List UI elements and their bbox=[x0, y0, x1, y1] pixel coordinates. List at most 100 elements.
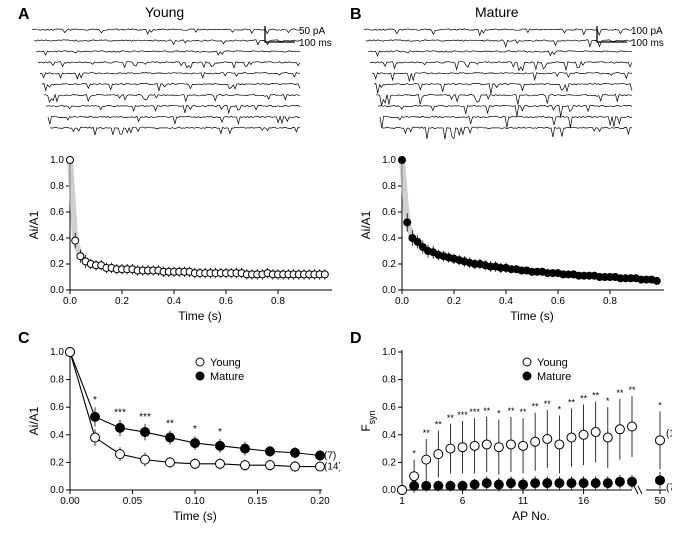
svg-text:**: ** bbox=[568, 398, 576, 408]
svg-text:0.0: 0.0 bbox=[50, 485, 64, 496]
svg-text:Young: Young bbox=[210, 357, 241, 369]
svg-text:**: ** bbox=[532, 402, 540, 412]
svg-text:*: * bbox=[218, 427, 222, 438]
svg-text:0.0: 0.0 bbox=[382, 285, 396, 296]
scalebar-mature: 100 pA100 ms bbox=[587, 22, 676, 62]
svg-text:0.10: 0.10 bbox=[185, 496, 205, 507]
svg-text:Young: Young bbox=[537, 357, 568, 369]
svg-text:0.2: 0.2 bbox=[382, 457, 396, 468]
col-title-mature: Mature bbox=[475, 4, 519, 20]
svg-text:***: *** bbox=[457, 410, 468, 420]
svg-text:*: * bbox=[606, 396, 610, 406]
svg-text:**: ** bbox=[507, 406, 515, 416]
svg-text:0.8: 0.8 bbox=[50, 375, 64, 386]
chart-C: 0.0 0.2 0.4 0.6 0.8 1.0 0.00 0.05 0.10 0.15 0.20 Ti… bbox=[20, 340, 340, 530]
svg-text:50: 50 bbox=[654, 496, 666, 507]
svg-text:*: * bbox=[497, 409, 501, 419]
svg-text:0.05: 0.05 bbox=[123, 496, 143, 507]
svg-text:100 pA: 100 pA bbox=[631, 26, 663, 37]
svg-text:Mature: Mature bbox=[210, 371, 244, 383]
svg-text:**: ** bbox=[447, 413, 455, 423]
svg-text:0.20: 0.20 bbox=[310, 496, 330, 507]
svg-text:*: * bbox=[658, 400, 662, 410]
svg-text:1.0: 1.0 bbox=[382, 155, 396, 166]
svg-text:0.8: 0.8 bbox=[382, 375, 396, 386]
svg-text:11: 11 bbox=[518, 496, 529, 507]
panel-label-A: A bbox=[18, 6, 30, 24]
svg-text:0.0: 0.0 bbox=[395, 296, 409, 307]
svg-text:***: *** bbox=[469, 407, 480, 417]
svg-text:***: *** bbox=[114, 408, 126, 419]
svg-text:0.15: 0.15 bbox=[248, 496, 268, 507]
svg-text:**: ** bbox=[166, 419, 174, 430]
svg-text:***: *** bbox=[139, 412, 151, 423]
svg-text:AP No.: AP No. bbox=[512, 509, 550, 523]
svg-text:0.00: 0.00 bbox=[60, 496, 80, 507]
svg-text:0.6: 0.6 bbox=[382, 402, 396, 413]
svg-text:0.6: 0.6 bbox=[219, 296, 233, 307]
svg-text:Ai/A1: Ai/A1 bbox=[27, 406, 41, 435]
svg-text:**: ** bbox=[520, 407, 528, 417]
svg-text:**: ** bbox=[423, 428, 431, 438]
svg-text:1.0: 1.0 bbox=[50, 155, 64, 166]
svg-text:0.2: 0.2 bbox=[382, 259, 396, 270]
svg-text:0.4: 0.4 bbox=[50, 233, 64, 244]
svg-text:Fsyn: Fsyn bbox=[359, 410, 377, 431]
svg-text:0.0: 0.0 bbox=[50, 285, 64, 296]
svg-text:100 ms: 100 ms bbox=[299, 38, 332, 49]
svg-text:100 ms: 100 ms bbox=[631, 38, 664, 49]
svg-text:**: ** bbox=[628, 385, 636, 395]
chart-A-train: 0.0 0.2 0.4 0.6 0.8 1.0 0.0 0.2 0.4 0.6 0.8 Time (s… bbox=[20, 150, 340, 330]
svg-text:0.2: 0.2 bbox=[50, 259, 64, 270]
svg-text:0.4: 0.4 bbox=[167, 296, 181, 307]
svg-text:**: ** bbox=[616, 388, 624, 398]
svg-text:50 pA: 50 pA bbox=[299, 26, 325, 37]
svg-text:0.6: 0.6 bbox=[50, 402, 64, 413]
svg-text:0.4: 0.4 bbox=[499, 296, 513, 307]
svg-text:0.8: 0.8 bbox=[271, 296, 285, 307]
svg-text:Ai/A1: Ai/A1 bbox=[27, 210, 41, 239]
svg-text:0.6: 0.6 bbox=[382, 207, 396, 218]
svg-text:*: * bbox=[193, 424, 197, 435]
svg-text:(14): (14) bbox=[324, 462, 340, 473]
svg-text:Time (s): Time (s) bbox=[173, 509, 217, 523]
svg-text:0.2: 0.2 bbox=[115, 296, 129, 307]
svg-text:(14): (14) bbox=[666, 428, 672, 439]
svg-text:0.8: 0.8 bbox=[50, 181, 64, 192]
svg-text:0.2: 0.2 bbox=[50, 457, 64, 468]
svg-text:0.0: 0.0 bbox=[63, 296, 77, 307]
svg-text:Time (s): Time (s) bbox=[178, 309, 222, 323]
svg-text:(7): (7) bbox=[666, 482, 672, 493]
svg-text:0.8: 0.8 bbox=[603, 296, 617, 307]
svg-text:Ai/A1: Ai/A1 bbox=[359, 210, 373, 239]
scalebar-young: 50 pA100 ms bbox=[255, 22, 345, 62]
svg-text:Time (s): Time (s) bbox=[510, 309, 554, 323]
svg-text:**: ** bbox=[544, 399, 552, 409]
panel-label-B: B bbox=[350, 6, 362, 24]
svg-text:0.6: 0.6 bbox=[50, 207, 64, 218]
chart-B-train: 0.0 0.2 0.4 0.6 0.8 1.0 0.0 0.2 0.4 0.6 0.8 Time (s… bbox=[352, 150, 672, 330]
svg-text:1.0: 1.0 bbox=[50, 347, 64, 358]
svg-text:(7): (7) bbox=[324, 451, 336, 462]
svg-text:**: ** bbox=[592, 391, 600, 401]
svg-text:0.6: 0.6 bbox=[551, 296, 565, 307]
svg-text:*: * bbox=[558, 404, 562, 414]
svg-text:0.8: 0.8 bbox=[382, 181, 396, 192]
svg-text:Mature: Mature bbox=[537, 371, 571, 383]
col-title-young: Young bbox=[145, 4, 184, 20]
svg-text:*: * bbox=[93, 395, 97, 406]
svg-text:**: ** bbox=[580, 393, 588, 403]
svg-text:0.2: 0.2 bbox=[447, 296, 461, 307]
svg-text:*: * bbox=[412, 449, 416, 459]
svg-text:**: ** bbox=[483, 406, 491, 416]
svg-text:0.0: 0.0 bbox=[382, 485, 396, 496]
svg-text:0.4: 0.4 bbox=[382, 233, 396, 244]
svg-text:6: 6 bbox=[460, 496, 466, 507]
svg-text:0.4: 0.4 bbox=[382, 430, 396, 441]
svg-text:**: ** bbox=[435, 420, 443, 430]
chart-D: 0.00.20.40.60.81.016111650AP No.Fsyn****… bbox=[352, 340, 672, 530]
svg-text:0.4: 0.4 bbox=[50, 430, 64, 441]
svg-text:16: 16 bbox=[578, 496, 590, 507]
svg-text:1: 1 bbox=[399, 496, 405, 507]
svg-text:1.0: 1.0 bbox=[382, 347, 396, 358]
